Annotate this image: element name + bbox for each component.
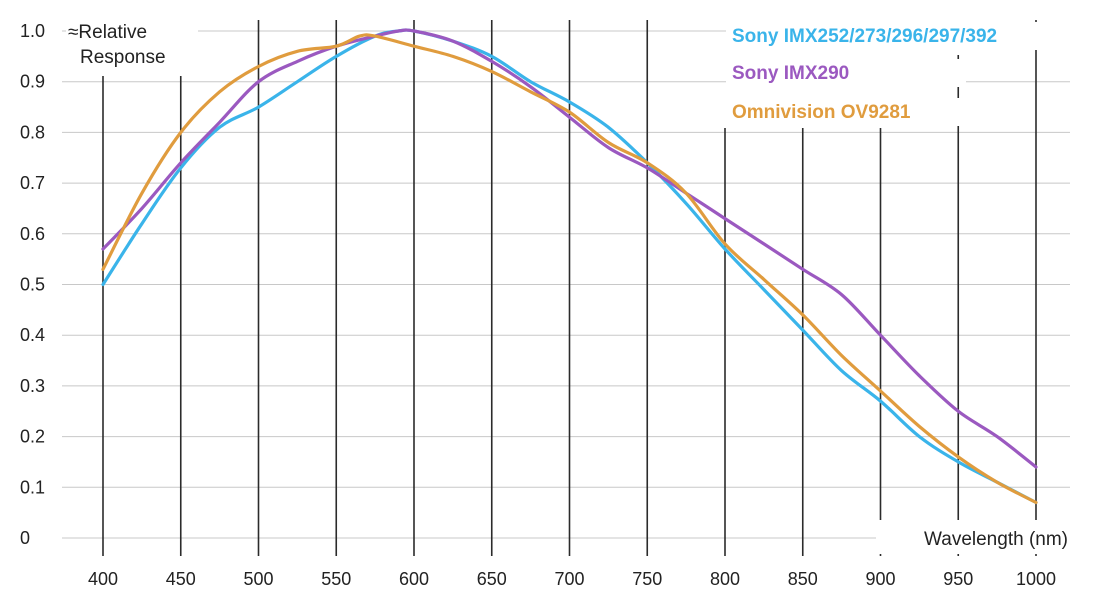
y-tick-label: 0.7 xyxy=(20,173,45,193)
y-tick-label: 1.0 xyxy=(20,21,45,41)
y-axis-title-line1: ≈Relative xyxy=(68,22,147,43)
vertical-gridlines xyxy=(102,20,1037,556)
y-tick-label: 0.2 xyxy=(20,427,45,447)
x-tick-label: 550 xyxy=(321,569,351,589)
series-lines xyxy=(101,28,1038,505)
legend: Sony IMX252/273/296/297/392 Sony IMX290 Om… xyxy=(726,22,1072,126)
legend-background xyxy=(726,98,966,126)
y-tick-label: 0.1 xyxy=(20,477,45,497)
x-tick-label: 900 xyxy=(865,569,895,589)
legend-entry: Sony IMX252/273/296/297/392 xyxy=(732,26,997,47)
series-line-3 xyxy=(101,33,1038,505)
x-axis-title: Wavelength (nm) xyxy=(924,529,1068,550)
xlabel-background xyxy=(876,520,1072,554)
x-tick-label: 650 xyxy=(477,569,507,589)
legend-background xyxy=(726,59,966,87)
y-tick-label: 0.5 xyxy=(20,275,45,295)
y-tick-label: 0.6 xyxy=(20,224,45,244)
x-tick-labels: 400 450 500 550 600 650 700 750 800 850 900 950 1000 xyxy=(88,569,1056,589)
x-tick-label: 950 xyxy=(943,569,973,589)
x-tick-label: 750 xyxy=(632,569,662,589)
y-tick-label: 0.3 xyxy=(20,376,45,396)
y-tick-labels: 0 0.1 0.2 0.3 0.4 0.5 0.6 0.7 0.8 0.9 1.0 xyxy=(20,21,45,548)
x-tick-label: 600 xyxy=(399,569,429,589)
y-tick-label: 0.9 xyxy=(20,72,45,92)
legend-background xyxy=(726,22,1072,50)
x-tick-label: 450 xyxy=(166,569,196,589)
y-tick-label: 0.4 xyxy=(20,325,45,345)
x-tick-label: 1000 xyxy=(1016,569,1056,589)
x-tick-label: 500 xyxy=(243,569,273,589)
legend-entry: Sony IMX290 xyxy=(732,63,849,84)
ylabel-background xyxy=(66,16,198,70)
x-tick-label: 850 xyxy=(788,569,818,589)
y-axis-title-line2: Response xyxy=(80,47,166,68)
x-tick-label: 700 xyxy=(554,569,584,589)
axis-titles: ≈Relative Response Wavelength (nm) xyxy=(66,16,1072,554)
y-tick-label: 0 xyxy=(20,528,30,548)
y-tick-label: 0.8 xyxy=(20,122,45,142)
series-line-1 xyxy=(101,28,1038,505)
x-tick-label: 800 xyxy=(710,569,740,589)
legend-entry: Omnivision OV9281 xyxy=(732,102,911,123)
x-tick-label: 400 xyxy=(88,569,118,589)
